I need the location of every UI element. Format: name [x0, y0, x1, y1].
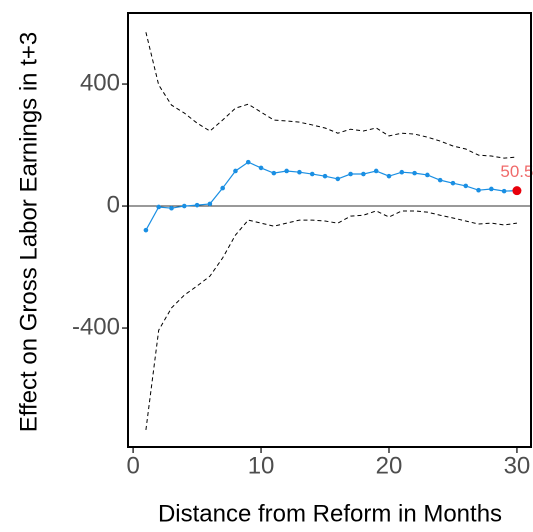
plot-frame	[127, 12, 532, 448]
point	[309, 171, 315, 177]
y-tick-label: 0	[107, 191, 120, 218]
point	[181, 203, 187, 209]
y-axis-title: Effect on Gross Labor Earnings in t+3	[15, 32, 42, 432]
point	[245, 159, 251, 165]
point	[271, 170, 277, 176]
point	[297, 169, 302, 175]
point	[412, 170, 417, 176]
x-tick-label: 20	[376, 452, 403, 479]
point	[450, 180, 456, 186]
point	[425, 172, 430, 178]
point	[233, 168, 238, 174]
point	[207, 201, 213, 207]
ci-line	[145, 32, 517, 159]
point	[361, 171, 366, 177]
x-tick-label: 0	[126, 452, 139, 479]
x-axis-title: Distance from Reform in Months	[158, 500, 502, 527]
y-tick-label: 400	[80, 69, 120, 96]
point	[501, 188, 507, 194]
ci-line	[145, 210, 517, 430]
x-tick-label: 10	[248, 452, 275, 479]
point	[284, 168, 289, 174]
point	[335, 176, 341, 182]
point	[489, 186, 494, 192]
point	[156, 204, 162, 210]
point	[437, 177, 443, 183]
point	[220, 185, 225, 191]
highlight-point	[512, 186, 522, 196]
point	[258, 165, 264, 171]
point	[322, 173, 328, 179]
value-label: 50.5	[500, 162, 533, 181]
point	[386, 173, 392, 179]
point	[399, 169, 405, 175]
point	[348, 171, 353, 177]
point	[169, 205, 174, 211]
point	[373, 168, 379, 174]
x-tick-label: 30	[504, 452, 531, 479]
point	[143, 227, 149, 233]
point	[194, 202, 200, 208]
y-tick-label: -400	[72, 313, 120, 340]
point	[463, 183, 469, 189]
point	[476, 187, 481, 193]
